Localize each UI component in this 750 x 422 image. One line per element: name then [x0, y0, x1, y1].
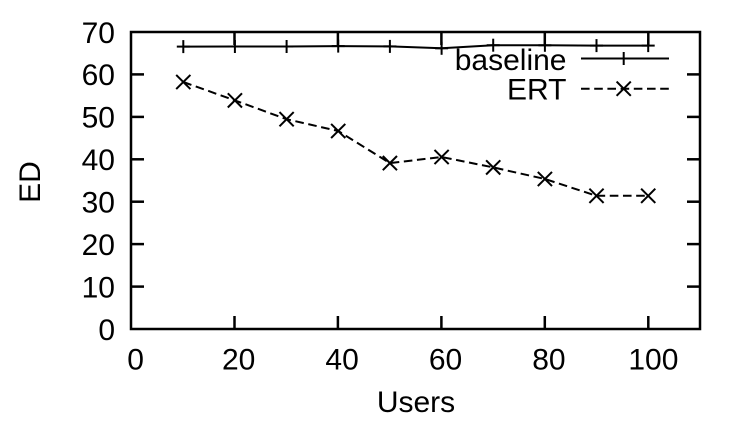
svg-text:40: 40: [325, 343, 358, 376]
svg-text:80: 80: [532, 343, 565, 376]
svg-text:60: 60: [429, 343, 462, 376]
svg-text:10: 10: [82, 271, 115, 304]
svg-text:0: 0: [98, 314, 115, 347]
svg-text:20: 20: [222, 343, 255, 376]
svg-text:60: 60: [82, 59, 115, 92]
svg-text:ERT: ERT: [507, 73, 566, 106]
svg-text:40: 40: [82, 144, 115, 177]
svg-text:30: 30: [82, 187, 115, 220]
svg-text:Users: Users: [377, 386, 455, 417]
svg-text:70: 70: [82, 17, 115, 50]
svg-text:0: 0: [127, 343, 144, 376]
svg-text:50: 50: [82, 102, 115, 135]
svg-text:ED: ED: [14, 161, 47, 203]
svg-text:100: 100: [628, 343, 678, 376]
svg-text:baseline: baseline: [455, 44, 567, 77]
svg-text:20: 20: [82, 229, 115, 262]
